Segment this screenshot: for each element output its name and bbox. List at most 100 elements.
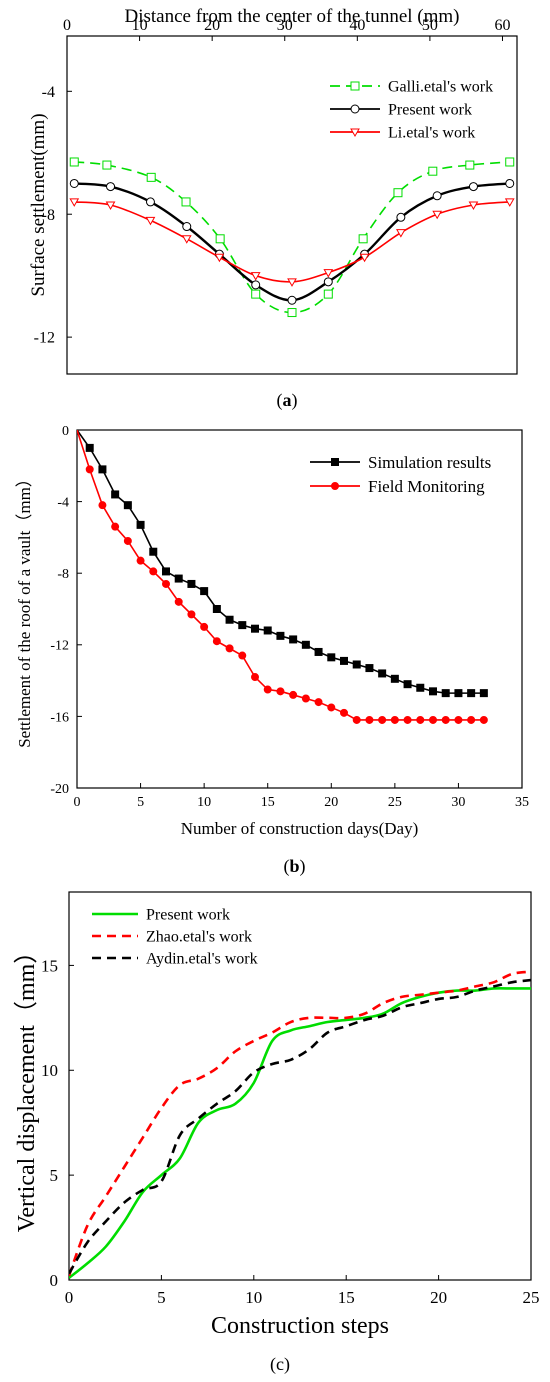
data-point-2 [429,715,437,724]
series-line-2 [69,970,531,1277]
data-point-1 [327,653,336,662]
data-point-2 [454,715,463,724]
x-tick-label: 30 [277,17,293,34]
caption-letter: b [289,856,299,876]
data-point-1 [123,501,132,510]
legend-label-1: Simulation results [368,453,491,472]
data-point-2 [340,708,348,717]
data-point-2 [225,644,234,653]
caption-paren-close: ) [284,1354,290,1375]
legend-marker-1 [350,81,360,91]
data-point-1 [187,579,196,588]
y-tick-label: -4 [42,84,55,101]
data-point-1 [428,166,438,176]
data-point-3 [181,235,192,244]
data-point-2 [287,295,297,305]
data-point-2 [378,715,387,724]
x-tick-label: 10 [245,1288,262,1307]
plot-area [69,970,531,1279]
data-point-1 [429,687,437,696]
legend-label-2: Zhao.etal's work [146,929,252,946]
y-tick-label: -20 [50,782,69,797]
data-point-1 [479,689,488,698]
data-point-2 [289,690,298,699]
data-point-3 [396,229,406,238]
data-point-1 [85,443,94,452]
y-tick-label: -8 [42,207,55,224]
legend-label-3: Aydin.etal's work [146,951,258,968]
chart-panel-a: 0 10 20 30 40 50 60 -4 -8 -12 Distance from the ce… [28,6,518,411]
data-point-1 [323,289,333,299]
data-point-1 [505,157,515,167]
data-point-2 [149,567,158,576]
caption-paren-open: ( [283,856,289,877]
data-point-1 [378,669,387,678]
data-point-2 [162,579,170,588]
legend: Simulation results Field Monitoring [310,453,491,496]
data-point-2 [323,277,333,287]
data-point-3 [504,198,515,207]
y-tick-label: -16 [50,710,69,725]
data-point-2 [327,703,336,712]
data-point-1 [454,689,463,698]
y-tick-label: 0 [62,424,69,439]
data-point-3 [323,269,334,278]
data-point-3 [432,210,443,220]
chart-panel-c: 0 5 10 15 20 25 0 5 10 15 Construction steps Vertic… [14,891,540,1375]
plot-area [77,430,484,721]
data-point-1 [465,160,475,170]
legend-marker-3 [350,128,360,138]
data-point-1 [289,635,298,644]
data-point-2 [432,191,442,201]
data-point-3 [250,272,261,281]
data-point-2 [390,715,399,724]
x-tick-label: 20 [324,795,338,810]
legend-label-1: Galli.etal's work [388,79,493,96]
data-point-2 [238,651,247,660]
legend: Present work Zhao.etal's work Aydin.etal's… [92,907,258,968]
data-point-2 [187,610,196,619]
data-point-3 [69,198,80,207]
series-line-3 [74,201,510,283]
data-point-2 [251,673,259,682]
data-point-3 [105,201,116,211]
caption-paren-open: ( [277,390,283,411]
data-point-2 [69,178,79,188]
data-point-1 [174,574,183,583]
legend-marker-2 [350,104,360,114]
data-point-2 [468,182,478,192]
data-point-2 [200,622,209,631]
data-point-2 [182,222,192,232]
data-point-2 [403,715,412,724]
data-point-2 [123,536,132,545]
chart-panel-b: 0 5 10 15 20 25 30 35 0 -4 -8 -12 -16 -20 Number of co… [15,424,529,877]
data-point-1 [287,308,297,318]
data-point-2 [365,715,374,724]
x-tick-label: 5 [137,795,144,810]
legend-marker-1 [331,458,339,466]
data-point-1 [251,624,259,633]
x-tick-label: 20 [204,17,220,34]
x-tick-label: 60 [494,17,510,34]
data-point-1 [212,605,221,613]
data-point-1 [102,160,112,170]
data-point-2 [479,715,488,724]
data-point-1 [200,587,209,596]
x-tick-label: 25 [523,1288,540,1307]
x-axis-label: Construction steps [211,1313,389,1339]
data-point-1 [276,631,285,640]
x-tick-label: 10 [197,795,211,810]
data-point-1 [225,615,234,624]
legend-label-3: Li.etal's work [388,125,475,142]
legend: Galli.etal's work Present work Li.etal's w… [330,79,493,142]
x-tick-label: 35 [515,795,529,810]
caption-paren-close: ) [300,856,306,877]
data-point-2 [467,715,476,724]
data-point-2 [251,280,261,290]
x-tick-label: 50 [422,17,438,34]
data-point-2 [396,212,406,222]
x-tick-label: 30 [451,795,465,810]
data-point-3 [468,201,479,211]
data-point-1 [238,621,247,630]
